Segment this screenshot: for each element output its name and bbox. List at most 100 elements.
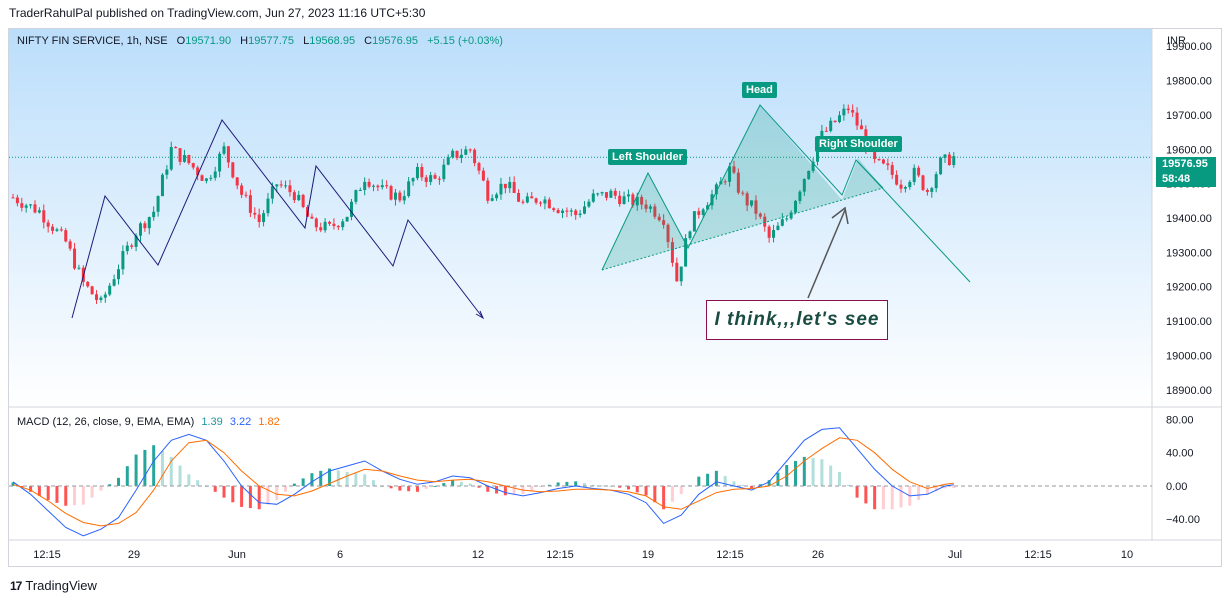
macd-hist-bar: [257, 485, 261, 510]
symbol-title[interactable]: NIFTY FIN SERVICE, 1h, NSE: [17, 35, 168, 47]
macd-hist-bar: [644, 485, 648, 496]
candle-body: [745, 193, 749, 206]
macd-hist-bar: [275, 485, 279, 500]
candle-body: [464, 149, 468, 155]
macd-hist-bar: [363, 474, 367, 486]
candle-body: [376, 185, 380, 188]
macd-hist-bar: [187, 474, 191, 486]
macd-hist-bar: [73, 485, 77, 506]
macd-hist-bar: [46, 485, 50, 500]
macd-hist-bar: [591, 484, 595, 486]
price-tick-label: 19100.00: [1166, 316, 1212, 328]
time-tick-label: 12:15: [546, 549, 574, 561]
candle-body: [714, 184, 718, 195]
candle-body: [692, 211, 696, 232]
neckline: [601, 187, 884, 271]
candle-body: [583, 206, 586, 214]
zigzag-arrowhead: [475, 310, 485, 320]
macd-hist-bar: [556, 482, 560, 486]
candle-body: [130, 245, 134, 247]
candle-body: [644, 204, 648, 209]
candle-body: [385, 185, 389, 187]
macd-hist-bar: [231, 485, 235, 503]
time-tick-label: 6: [337, 549, 343, 561]
macd-tick-label: −40.00: [1166, 514, 1200, 526]
note-annotation[interactable]: I think,,,let's see: [706, 300, 888, 340]
candle-body: [209, 177, 213, 179]
candle-body: [442, 164, 446, 180]
time-tick-label: 19: [642, 549, 654, 561]
macd-hist-bar: [11, 482, 15, 486]
candle-body: [358, 190, 362, 192]
macd-hist-bar: [90, 485, 94, 498]
footer-brand[interactable]: 17 TradingView: [10, 578, 97, 593]
right-shoulder-label[interactable]: Right Shoulder: [815, 136, 902, 152]
price-tick-label: 19800.00: [1166, 76, 1212, 88]
candle-body: [174, 147, 178, 149]
candle-body: [596, 193, 600, 195]
candle-body: [182, 155, 186, 162]
macd-hist-bar: [389, 485, 393, 489]
macd-title[interactable]: MACD (12, 26, close, 9, EMA, EMA): [17, 416, 195, 428]
macd-hist-bar: [468, 483, 472, 486]
candle-body: [486, 180, 490, 201]
candle-body: [763, 216, 767, 227]
macd-hist-bar: [55, 485, 59, 503]
candle-body: [635, 196, 639, 206]
drawings[interactable]: [71, 104, 971, 320]
low-label: L: [303, 35, 310, 47]
candle-body: [121, 251, 125, 270]
macd-hist-bar: [512, 485, 516, 495]
candle-body: [855, 112, 859, 126]
candle-body: [297, 194, 301, 201]
candle-body: [688, 231, 692, 239]
candle-body: [679, 266, 683, 282]
macd-hist-bar: [767, 480, 771, 486]
macd-hist-bar: [222, 485, 226, 498]
head-label[interactable]: Head: [742, 82, 777, 98]
candle-body: [218, 153, 222, 172]
candle-body: [433, 175, 437, 179]
candle-body: [393, 192, 397, 200]
candle-body: [29, 204, 33, 206]
candle-body: [750, 200, 754, 206]
macd-hist-bar: [152, 445, 156, 486]
candle-body: [908, 181, 912, 188]
candle-body: [539, 202, 543, 204]
macd-hist-bar: [319, 470, 323, 486]
price-tick-label: 19700.00: [1166, 110, 1212, 122]
macd-axis[interactable]: 80.00 40.00 0.00 −40.00: [1166, 414, 1200, 526]
candle-body: [143, 223, 147, 229]
candle-body: [165, 169, 169, 175]
candle-body: [222, 146, 226, 154]
price-tick-label: 18900.00: [1166, 385, 1212, 397]
candle-body: [732, 166, 736, 173]
candle-body: [341, 221, 345, 228]
candle-body: [20, 203, 24, 208]
candle-body: [200, 175, 204, 181]
time-axis[interactable]: 12:15 29 Jun 6 12 12:15 19 12:15 26 Jul 12:15 10: [33, 549, 1133, 561]
macd-hist-bar: [81, 485, 85, 505]
candle-body: [552, 208, 556, 211]
candle-body: [240, 185, 244, 195]
macd-hist-bar: [917, 485, 921, 500]
macd-hist-value: 1.39: [201, 416, 223, 428]
candle-body: [363, 181, 367, 191]
macd-hist-bar: [196, 480, 200, 486]
candle-body: [890, 165, 894, 175]
candle-body: [653, 206, 657, 217]
candle-body: [231, 162, 235, 178]
macd-hist-bar: [477, 485, 481, 488]
candle-body: [917, 167, 921, 176]
macd-hist-bar: [925, 485, 929, 495]
candle-body: [314, 218, 318, 228]
macd-hist-bar: [301, 478, 305, 486]
macd-hist-bar: [714, 470, 718, 486]
candle-body: [402, 196, 406, 201]
candle-body: [670, 242, 674, 263]
price-axis[interactable]: 19900.0019800.0019700.0019600.0019500.00…: [1166, 41, 1212, 397]
left-shoulder-label[interactable]: Left Shoulder: [608, 149, 687, 165]
macd-hist-bar: [248, 485, 252, 509]
macd-hist-bar: [574, 481, 578, 486]
